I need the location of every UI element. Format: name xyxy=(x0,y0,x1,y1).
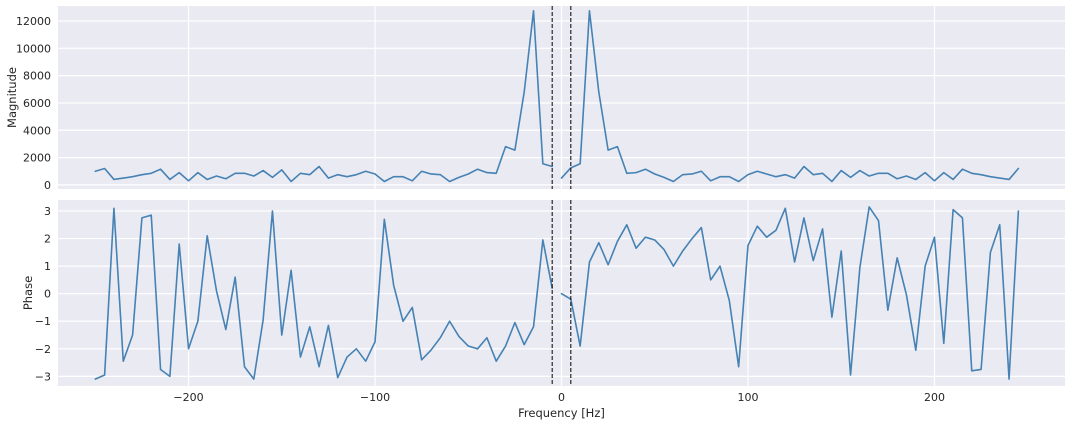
magnitude-y-tick-label: 0 xyxy=(44,179,51,192)
phase-y-tick-label: 1 xyxy=(44,260,51,273)
phase-y-tick-label: 3 xyxy=(44,205,51,218)
phase-x-axis-label: Frequency [Hz] xyxy=(518,406,605,420)
phase-panel: −200 −100 0 100 200 −3 −2 −1 0 1 2 3 Phase Frequency … xyxy=(21,200,1065,420)
magnitude-y-tick-label: 10000 xyxy=(16,42,51,55)
phase-x-tick-label: −200 xyxy=(173,391,203,404)
magnitude-y-tick-label: 8000 xyxy=(23,70,51,83)
magnitude-series-line-positive xyxy=(560,9,1020,183)
phase-x-tick-label: 0 xyxy=(558,391,565,404)
phase-y-axis-label: Phase xyxy=(21,276,35,310)
phase-x-tick-label: −100 xyxy=(360,391,390,404)
magnitude-series-line-negative xyxy=(94,9,553,183)
phase-x-tick-label: 100 xyxy=(737,391,758,404)
phase-y-tick-label: −3 xyxy=(35,370,51,383)
magnitude-y-tick-label: 2000 xyxy=(23,152,51,165)
magnitude-y-tick-label: 12000 xyxy=(16,15,51,28)
magnitude-y-tick-label: 6000 xyxy=(23,97,51,110)
magnitude-panel: 0 2000 4000 6000 8000 10000 12000 Magnitude xyxy=(5,6,1065,192)
phase-y-tick-label: 2 xyxy=(44,233,51,246)
magnitude-y-axis-label: Magnitude xyxy=(5,67,19,128)
phase-y-tick-label: 0 xyxy=(44,288,51,301)
phase-series-line-negative xyxy=(94,207,553,380)
phase-x-tick-label: 200 xyxy=(924,391,945,404)
phase-y-tick-label: −1 xyxy=(35,315,51,328)
phase-series-line-positive xyxy=(560,206,1020,380)
phase-y-tick-label: −2 xyxy=(35,343,51,356)
magnitude-y-tick-label: 4000 xyxy=(23,124,51,137)
